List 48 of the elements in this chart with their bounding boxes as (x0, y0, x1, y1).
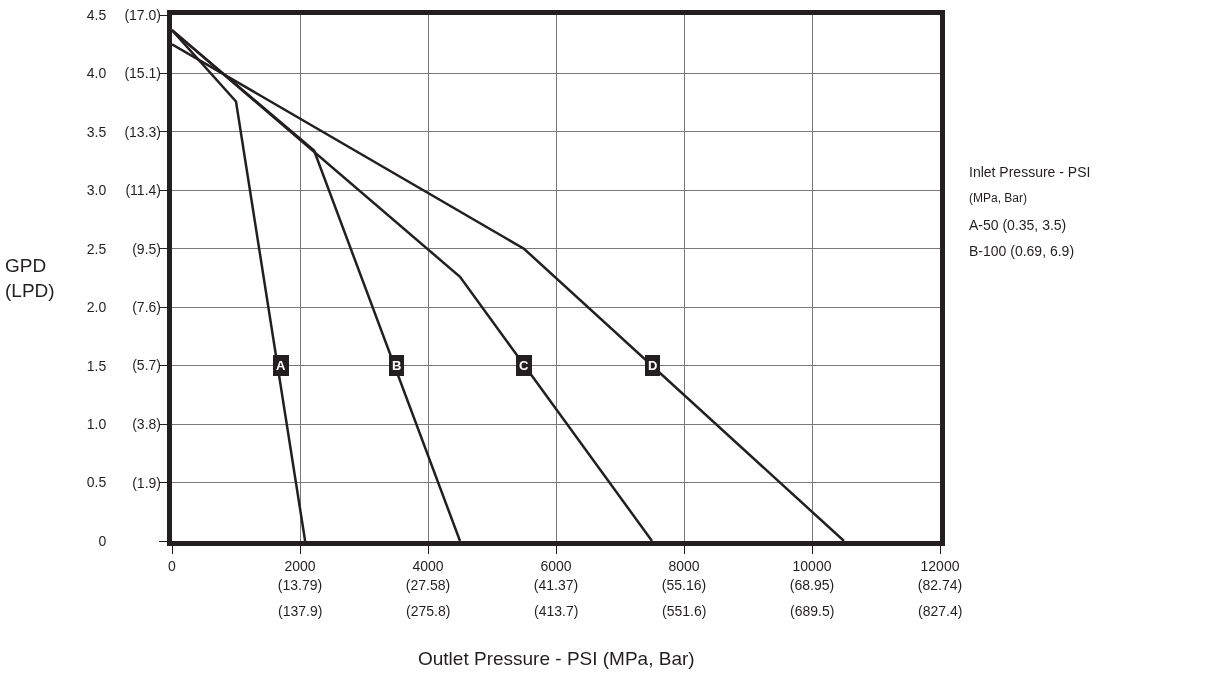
text: (413.7) (534, 603, 579, 619)
x-tick-label: 6000 (540, 557, 572, 574)
y-tick-label: 0.5 (86, 474, 107, 491)
x-tick-label: 10000 (792, 557, 832, 574)
y2-tick-label: (3.8) (132, 415, 161, 432)
y-tick-label: 1.0 (86, 416, 107, 433)
text: (137.9) (278, 603, 323, 619)
annotation: C (519, 358, 529, 373)
annotation: A (276, 358, 286, 373)
y-tick-label: 2.0 (86, 299, 107, 316)
text: A-50 (0.35, 3.5) (969, 217, 1067, 233)
annotation: D (648, 358, 658, 373)
y-tick-label: 4.5 (86, 6, 107, 23)
y2-tick-label: (5.7) (132, 357, 161, 374)
x2-tick-label: (68.95) (789, 577, 835, 593)
y2-tick-label: (1.9) (132, 474, 161, 491)
text: (551.6) (662, 603, 707, 619)
y2-tick-label: (13.3) (124, 123, 161, 140)
text: (275.8) (406, 603, 451, 619)
x2-tick-label: (13.79) (277, 577, 323, 593)
y2-tick-label: (17.0) (124, 6, 161, 23)
y2-tick-label: (7.6) (132, 299, 161, 316)
x-tick-label: 4000 (412, 557, 444, 574)
text: (689.5) (790, 603, 835, 619)
x2-tick-label: (27.58) (405, 577, 451, 593)
x-tick-label: 12000 (920, 557, 960, 574)
text: (MPa, Bar) (969, 191, 1028, 205)
text: Inlet Pressure - PSI (969, 164, 1091, 180)
y-tick-label: 1.5 (86, 357, 107, 374)
y-tick-label: 2.5 (86, 240, 107, 257)
x-tick-label: 2000 (284, 557, 316, 574)
y2-tick-label: (11.4) (125, 182, 161, 199)
y-tick-label: 0 (98, 532, 107, 549)
y-tick-label: 3.5 (86, 123, 107, 140)
annotation: B (392, 358, 402, 373)
text: (827.4) (918, 603, 963, 619)
y-tick-label: 4.0 (86, 65, 107, 82)
x-tick-label: 0 (168, 557, 177, 574)
y2-tick-label: (9.5) (132, 240, 161, 257)
x-tick-label: 8000 (668, 557, 700, 574)
text: B-100 (0.69, 6.9) (969, 243, 1075, 259)
x2-tick-label: (55.16) (661, 577, 707, 593)
x2-tick-label: (41.37) (533, 577, 579, 593)
x-axis-title: Outlet Pressure - PSI (MPa, Bar) (418, 648, 695, 669)
y2-tick-label: (15.1) (124, 65, 161, 82)
x2-tick-label: (82.74) (917, 577, 963, 593)
y-tick-label: 3.0 (86, 182, 107, 199)
y-axis-title: GPD (LPD) (5, 255, 55, 301)
